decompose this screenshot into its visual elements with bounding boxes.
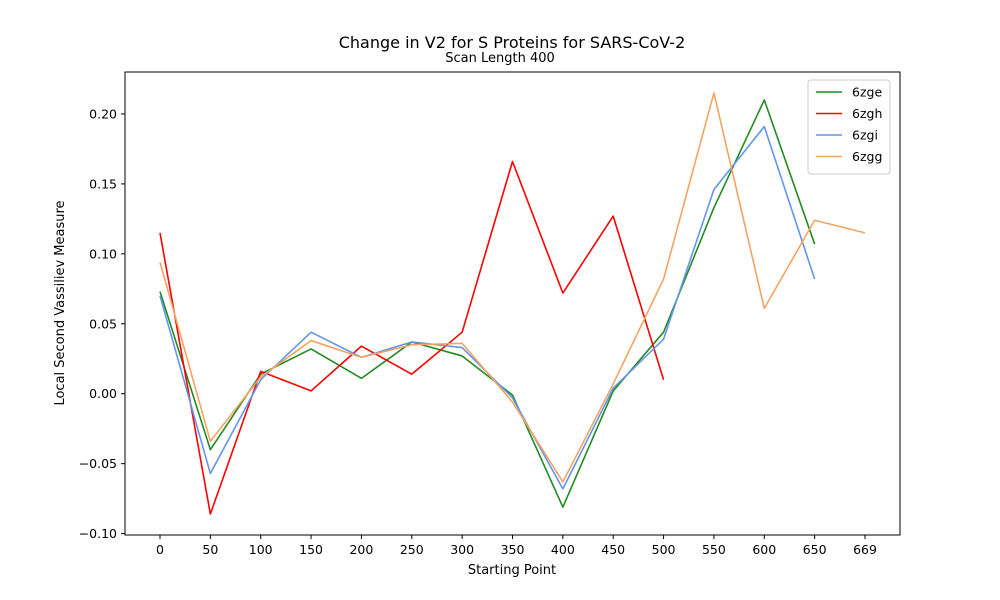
x-tick-label: 200: [349, 542, 373, 557]
x-tick-label: 350: [501, 542, 525, 557]
x-tick-label: 250: [400, 542, 424, 557]
legend-label: 6zgg: [852, 149, 882, 164]
legend-box: [807, 79, 891, 175]
chart-subtitle: Scan Length 400: [445, 51, 555, 66]
legend-label: 6zge: [852, 85, 882, 100]
y-tick-label: −0.05: [79, 456, 117, 471]
plot-series-group: [159, 92, 866, 515]
series-line-6zgg: [159, 92, 866, 483]
legend: 6zge 6zgh 6zgi 6zgg: [807, 79, 891, 175]
y-axis-label: Local Second Vassiliev Measure: [53, 200, 68, 405]
x-tick-label: 669: [853, 542, 877, 557]
x-tick-label: 150: [299, 542, 323, 557]
x-tick-label: 500: [652, 542, 676, 557]
y-axis-ticks: −0.10 −0.05 0.00 0.05 0.10 0.15 0.20: [79, 106, 125, 541]
series-line-6zgh: [159, 160, 665, 515]
x-tick-label: 0: [156, 542, 164, 557]
x-tick-label: 400: [551, 542, 575, 557]
y-tick-label: 0.00: [89, 386, 117, 401]
x-tick-label: 450: [601, 542, 625, 557]
y-tick-label: 0.15: [89, 176, 117, 191]
chart-title: Change in V2 for S Proteins for SARS-CoV…: [339, 33, 686, 52]
x-tick-label: 100: [249, 542, 273, 557]
x-tick-label: 550: [702, 542, 726, 557]
x-tick-label: 50: [202, 542, 218, 557]
x-axis-label: Starting Point: [468, 563, 556, 578]
y-tick-label: 0.20: [89, 106, 117, 121]
y-tick-label: 0.05: [89, 316, 117, 331]
x-axis-ticks: 0 50 100 150 200 250 300 350 400 450 500 550 600 650 6…: [156, 535, 877, 557]
x-tick-label: 600: [752, 542, 776, 557]
x-tick-label: 300: [450, 542, 474, 557]
legend-label: 6zgi: [852, 128, 878, 143]
y-tick-label: 0.10: [89, 246, 117, 261]
legend-label: 6zgh: [852, 106, 882, 121]
y-tick-label: −0.10: [79, 526, 117, 541]
x-tick-label: 650: [803, 542, 827, 557]
